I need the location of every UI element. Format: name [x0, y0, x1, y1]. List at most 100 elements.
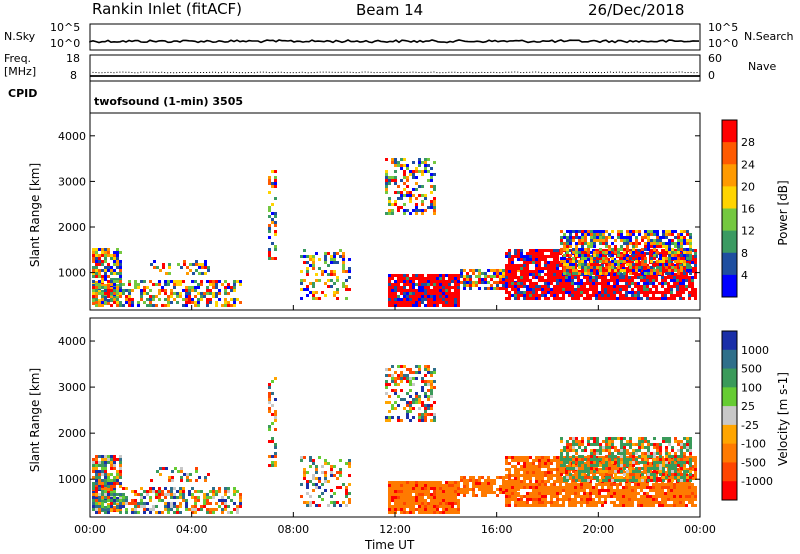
power-cell — [670, 294, 673, 297]
power-cell — [421, 277, 424, 280]
power-cell — [580, 279, 583, 282]
power-cell — [572, 266, 575, 269]
velocity-cell — [183, 473, 186, 476]
power-cell — [424, 194, 427, 197]
velocity-cell — [95, 470, 98, 473]
velocity-cell — [104, 491, 107, 494]
power-cell — [493, 269, 496, 272]
power-cell — [604, 294, 607, 297]
velocity-cell — [469, 479, 472, 482]
velocity-cell — [620, 443, 623, 446]
velocity-cell — [421, 499, 424, 502]
power-cell — [674, 236, 677, 239]
power-cell — [553, 285, 556, 288]
power-cell — [204, 266, 207, 269]
power-cell — [330, 270, 333, 273]
velocity-cell — [324, 477, 327, 480]
power-cell — [556, 288, 559, 291]
power-cell — [113, 278, 116, 281]
power-cell — [598, 258, 601, 261]
power-cell — [638, 266, 641, 269]
velocity-cell — [683, 437, 686, 440]
power-cell — [143, 286, 146, 289]
velocity-cell — [637, 492, 640, 495]
velocity-cell — [689, 440, 692, 443]
power-cell — [445, 274, 448, 277]
velocity-cell — [682, 504, 685, 507]
velocity-cell — [101, 485, 104, 488]
velocity-cell — [394, 481, 397, 484]
velocity-cell — [442, 508, 445, 511]
power-cell — [168, 266, 171, 269]
power-cell — [342, 252, 345, 255]
power-cell — [619, 288, 622, 291]
velocity-cell — [607, 462, 610, 465]
velocity-cell — [221, 508, 224, 511]
power-cell — [635, 230, 638, 233]
velocity-cell — [649, 504, 652, 507]
velocity-cell — [568, 498, 571, 501]
power-cell — [661, 282, 664, 285]
velocity-cell — [92, 467, 95, 470]
velocity-cell — [569, 467, 572, 470]
velocity-cell — [661, 501, 664, 504]
velocity-cell — [635, 461, 638, 464]
power-cell — [95, 289, 98, 292]
velocity-cell — [593, 461, 596, 464]
power-cell — [581, 260, 584, 263]
velocity-cell — [553, 501, 556, 504]
power-cell — [92, 292, 95, 295]
power-cell — [300, 282, 303, 285]
power-cell — [397, 161, 400, 164]
velocity-cell — [637, 474, 640, 477]
velocity-cell — [632, 464, 635, 467]
velocity-cell — [309, 465, 312, 468]
velocity-cell — [572, 443, 575, 446]
velocity-cell — [556, 465, 559, 468]
power-cell — [643, 270, 646, 273]
power-cell — [514, 276, 517, 279]
power-cell — [119, 275, 122, 278]
velocity-cell — [309, 495, 312, 498]
power-cell — [638, 230, 641, 233]
power-cell — [149, 301, 152, 304]
power-cell — [547, 249, 550, 252]
power-cell — [209, 301, 212, 304]
power-cell — [517, 297, 520, 300]
velocity-cell — [647, 467, 650, 470]
velocity-cell — [652, 504, 655, 507]
power-cell — [577, 294, 580, 297]
velocity-cell — [520, 456, 523, 459]
power-cell — [224, 289, 227, 292]
power-cell — [625, 273, 628, 276]
power-cell — [204, 272, 207, 275]
power-cell — [421, 173, 424, 176]
velocity-cell — [318, 504, 321, 507]
velocity-cell — [397, 487, 400, 490]
power-cell — [610, 288, 613, 291]
velocity-cell — [487, 482, 490, 485]
power-cell — [625, 276, 628, 279]
power-cell — [478, 272, 481, 275]
power-cell — [640, 288, 643, 291]
power-cell — [433, 188, 436, 191]
power-cell — [388, 292, 391, 295]
velocity-cell — [174, 467, 177, 470]
velocity-cell — [646, 495, 649, 498]
velocity-cell — [689, 464, 692, 467]
velocity-cell — [590, 461, 593, 464]
velocity-cell — [406, 511, 409, 514]
velocity-cell — [388, 481, 391, 484]
power-cell — [634, 255, 637, 258]
power-cell — [520, 294, 523, 297]
power-cell — [312, 261, 315, 264]
power-cell — [637, 294, 640, 297]
power-cell — [430, 295, 433, 298]
velocity-cell — [593, 458, 596, 461]
velocity-cell — [559, 504, 562, 507]
velocity-cell — [634, 486, 637, 489]
power-cell — [601, 276, 604, 279]
power-cell — [608, 269, 611, 272]
power-cell — [619, 294, 622, 297]
